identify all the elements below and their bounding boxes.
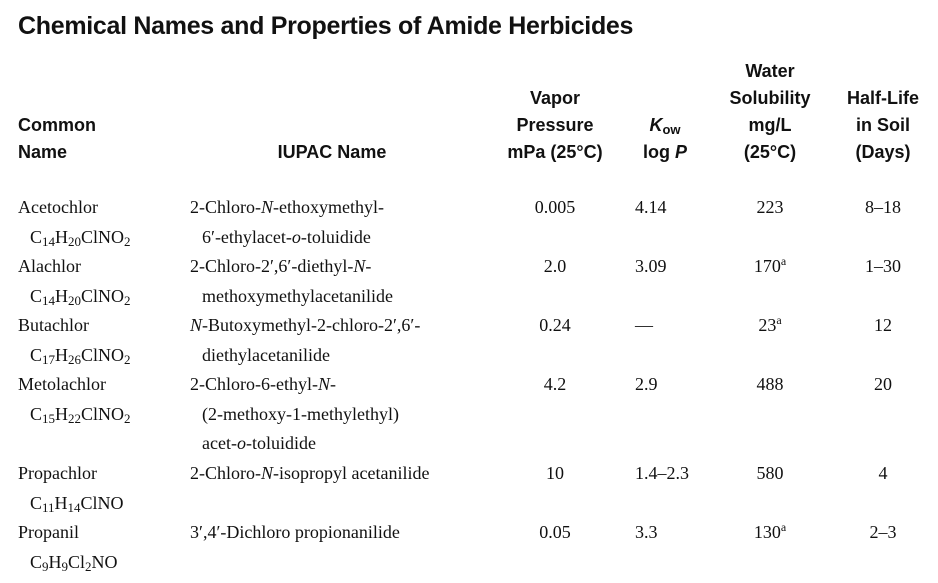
kow-value: 3.3 [635,522,658,542]
common-name-cell: Propanil C9H9Cl2NO [18,518,118,577]
water-solubility-value: 488 [756,374,784,394]
iupac-line: 2-Chloro-N-ethoxymethyl- [190,197,384,217]
kow-value: — [635,315,653,335]
vapor-pressure-value: 2.0 [543,256,567,276]
header-water-line: mg/L [748,115,792,135]
herbicide-name: Acetochlor [18,197,98,217]
footnote-marker: a [780,520,787,534]
kow-subscript: ow [662,122,681,137]
kow-log: log [642,142,675,162]
table-title: Chemical Names and Properties of Amide H… [18,12,634,40]
header-vapor-line: Pressure [516,115,594,135]
vapor-pressure-value: 0.24 [539,315,571,335]
water-solubility-value: 223 [756,197,784,217]
molecular-formula: C17H26ClNO2 [30,344,131,367]
iupac-name-cell: 3′,4′-Dichloro propionanilide [190,518,400,548]
vapor-pressure-value: 10 [546,463,564,483]
molecular-formula: C11H14ClNO [30,492,124,515]
molecular-formula: C14H20ClNO2 [30,226,131,249]
header-common-name: Common Name [18,112,96,166]
common-name-cell: Propachlor C11H14ClNO [18,459,124,518]
header-common-name-line: Common [18,115,96,135]
molecular-formula: C14H20ClNO2 [30,285,131,308]
header-iupac-name-line: IUPAC Name [277,142,387,162]
common-name-cell: Metolachlor C15H22ClNO2 [18,370,131,429]
iupac-name-cell: 2-Chloro-N-isopropyl acetanilide [190,459,429,489]
header-vapor-line: mPa (25°C) [507,142,603,162]
iupac-line: 2-Chloro-6-ethyl-N- [190,374,336,394]
header-vapor-pressure: Vapor Pressure mPa (25°C) [500,85,610,166]
half-life-value: 1–30 [865,256,901,276]
herbicide-name: Alachlor [18,256,81,276]
herbicide-name: Metolachlor [18,374,106,394]
iupac-line: 6′-ethylacet-o-toluidide [202,226,371,247]
header-kow: Kow log P [630,112,700,166]
half-life-value: 2–3 [869,522,897,542]
herbicide-name: Propachlor [18,463,97,483]
half-life-value: 4 [878,463,888,483]
header-kow-line: Kow [630,112,700,139]
common-name-cell: Acetochlor C14H20ClNO2 [18,193,131,252]
header-iupac-name: IUPAC Name [222,139,442,166]
water-solubility-value: 170a [753,254,787,276]
molecular-formula: C9H9Cl2NO [30,551,118,574]
header-kow-line: log P [630,139,700,166]
kow-value: 4.14 [635,197,667,217]
header-water-solubility: Water Solubility mg/L (25°C) [720,58,820,166]
iupac-line: (2-methoxy-1-methylethyl) [202,403,399,424]
header-water-line: Solubility [729,88,811,108]
header-half-life: Half-Life in Soil (Days) [830,85,936,166]
iupac-line: 2-Chloro-N-isopropyl acetanilide [190,463,430,483]
water-solubility-value: 130a [753,520,787,542]
iupac-line: diethylacetanilide [202,344,330,365]
kow-value: 2.9 [635,374,658,394]
common-name-cell: Butachlor C17H26ClNO2 [18,311,131,370]
kow-value: 3.09 [635,256,667,276]
kow-p: P [674,142,687,162]
vapor-pressure-value: 0.005 [534,197,576,217]
iupac-line: 2-Chloro-2′,6′-diethyl-N- [190,256,372,276]
footnote-marker: a [780,254,787,268]
herbicide-name: Propanil [18,522,79,542]
header-halflife-line: (Days) [855,142,911,162]
iupac-name-cell: 2-Chloro-2′,6′-diethyl-N- methoxymethyla… [190,252,393,311]
molecular-formula: C15H22ClNO2 [30,403,131,426]
footnote-marker: a [776,313,782,327]
half-life-value: 20 [874,374,892,394]
half-life-value: 8–18 [865,197,901,217]
water-solubility-value: 580 [756,463,784,483]
iupac-name-cell: 2-Chloro-6-ethyl-N- (2-methoxy-1-methyle… [190,370,399,459]
iupac-name-cell: N-Butoxymethyl-2-chloro-2′,6′- diethylac… [190,311,420,370]
herbicide-name: Butachlor [18,315,89,335]
header-water-line: (25°C) [743,142,797,162]
iupac-line: N-Butoxymethyl-2-chloro-2′,6′- [190,315,421,335]
header-halflife-line: in Soil [856,115,910,135]
iupac-line: 3′,4′-Dichloro propionanilide [190,522,400,542]
water-solubility-value: 23a [758,313,782,335]
kow-value: 1.4–2.3 [635,463,689,483]
half-life-value: 12 [874,315,892,335]
header-common-name-line: Name [18,142,68,162]
header-vapor-line: Vapor [529,88,581,108]
common-name-cell: Alachlor C14H20ClNO2 [18,252,131,311]
kow-symbol: K [649,115,663,135]
header-halflife-line: Half-Life [847,88,919,108]
iupac-line: methoxymethylacetanilide [202,285,393,306]
vapor-pressure-value: 0.05 [539,522,571,542]
header-water-line: Water [745,61,795,81]
iupac-name-cell: 2-Chloro-N-ethoxymethyl- 6′-ethylacet-o-… [190,193,384,252]
iupac-line: acet-o-toluidide [202,433,316,453]
vapor-pressure-value: 4.2 [543,374,567,394]
